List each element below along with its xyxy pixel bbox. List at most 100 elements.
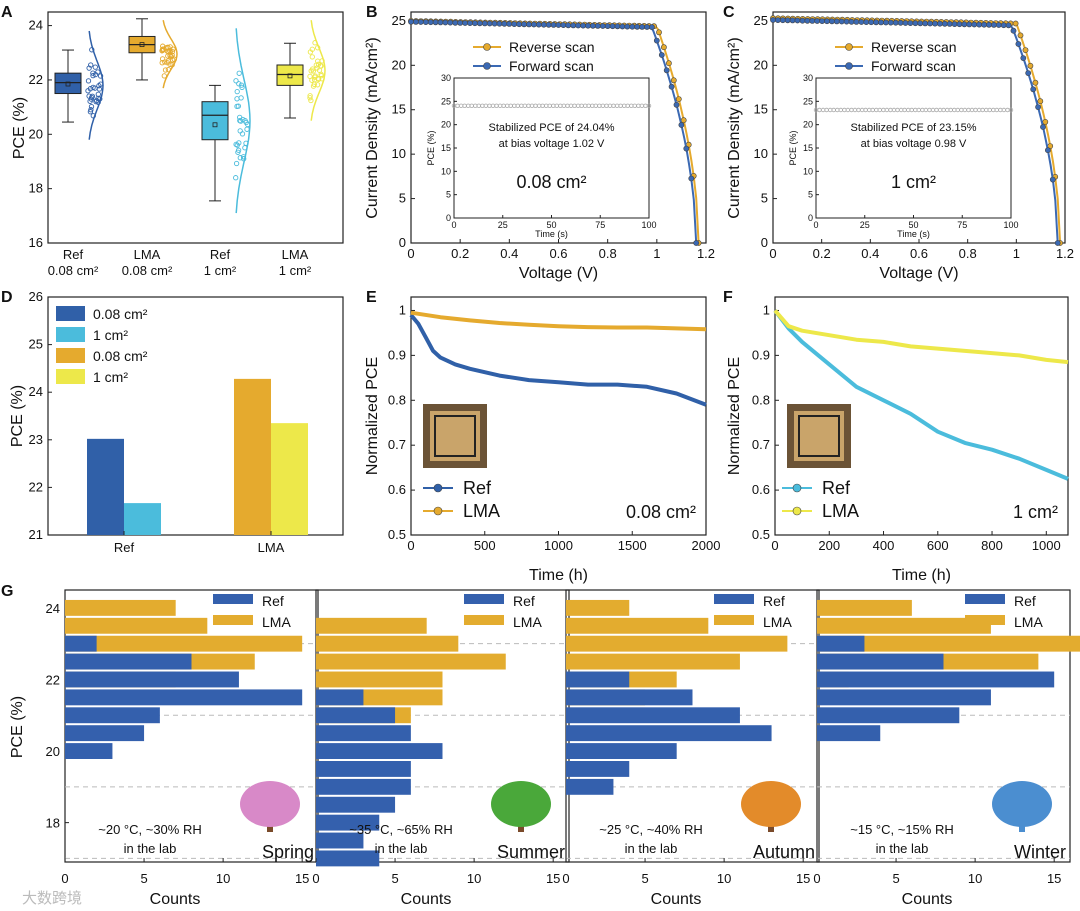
legend-label: Forward scan bbox=[509, 58, 594, 74]
jv-marker bbox=[1042, 119, 1049, 125]
jv-marker bbox=[496, 20, 503, 27]
data-point bbox=[236, 70, 242, 76]
legend-marker bbox=[845, 43, 853, 51]
jv-marker bbox=[575, 22, 582, 29]
legend-marker bbox=[792, 506, 802, 516]
x-tick-label: 0.4 bbox=[861, 246, 879, 261]
data-point bbox=[309, 77, 315, 83]
jv-marker bbox=[675, 96, 682, 102]
season-name: Autumn bbox=[753, 842, 815, 862]
data-point bbox=[90, 113, 96, 119]
inset-x-tick-label: 100 bbox=[1003, 220, 1018, 230]
x-tick-label: 1 bbox=[653, 246, 660, 261]
data-point bbox=[239, 84, 245, 91]
y-tick-label: 0.8 bbox=[388, 392, 406, 407]
area-note: 0.08 cm² bbox=[626, 502, 696, 522]
jv-marker bbox=[1027, 62, 1034, 69]
bar bbox=[87, 438, 124, 535]
x-axis-label: Time (h) bbox=[892, 567, 951, 584]
legend-marker bbox=[433, 483, 443, 493]
data-point bbox=[310, 83, 317, 89]
data-point bbox=[164, 48, 171, 54]
season-place: in the lab bbox=[876, 841, 929, 856]
panel-label-g: G bbox=[1, 583, 13, 600]
jv-marker bbox=[545, 21, 552, 28]
x-tick-label: 500 bbox=[474, 538, 496, 553]
jv-marker bbox=[540, 21, 547, 28]
data-point bbox=[92, 64, 98, 70]
inset-pce-point bbox=[646, 103, 652, 108]
jv-marker bbox=[511, 21, 518, 27]
jv-marker bbox=[531, 21, 537, 28]
jv-marker bbox=[653, 37, 660, 44]
data-point bbox=[235, 147, 242, 153]
ref-bar bbox=[316, 725, 411, 742]
data-point bbox=[169, 62, 175, 68]
jv-marker bbox=[897, 19, 904, 26]
jv-marker bbox=[809, 17, 816, 24]
data-point bbox=[309, 54, 315, 60]
ref-bar bbox=[316, 689, 364, 706]
y-tick-label: 0.5 bbox=[388, 527, 406, 542]
y-tick-label: 25 bbox=[754, 13, 768, 28]
jv-marker bbox=[946, 20, 953, 27]
jv-marker bbox=[941, 20, 948, 27]
jv-marker bbox=[863, 19, 870, 25]
y-tick-label: 21 bbox=[29, 527, 43, 542]
ref-bar bbox=[65, 743, 113, 759]
panel-d-frame bbox=[47, 296, 344, 536]
data-point bbox=[318, 71, 324, 78]
data-point bbox=[88, 103, 95, 110]
lma-bar bbox=[316, 635, 459, 652]
ref-bar bbox=[566, 689, 693, 706]
data-point bbox=[90, 72, 96, 79]
data-point bbox=[239, 131, 246, 137]
data-point bbox=[85, 78, 92, 84]
legend-label: 0.08 cm² bbox=[93, 306, 148, 322]
jv-marker bbox=[634, 23, 641, 30]
data-point bbox=[307, 95, 313, 101]
jv-marker bbox=[535, 21, 542, 28]
x-tick-label: 10 bbox=[216, 871, 230, 886]
jv-marker bbox=[887, 19, 894, 26]
ref-bar bbox=[316, 707, 396, 724]
jv-marker bbox=[417, 19, 424, 25]
inset-y-tick-label: 10 bbox=[803, 166, 813, 176]
tree-icon bbox=[491, 781, 551, 827]
x-axis-label: Counts bbox=[150, 891, 201, 908]
legend-label: Ref bbox=[262, 593, 284, 609]
x-axis-label: Counts bbox=[902, 891, 953, 908]
lma-bar bbox=[817, 599, 912, 616]
data-point bbox=[159, 48, 165, 54]
x-tick-label: 0 bbox=[771, 538, 778, 553]
panel-a-frame bbox=[47, 11, 344, 244]
inset-area-label: 1 cm² bbox=[891, 172, 936, 192]
ref-bar bbox=[316, 832, 364, 849]
jv-marker bbox=[481, 20, 488, 27]
jv-marker bbox=[442, 19, 449, 26]
data-point bbox=[89, 47, 95, 53]
jv-marker bbox=[526, 21, 532, 28]
inset-frame bbox=[453, 77, 650, 219]
data-point bbox=[307, 49, 314, 55]
jv-marker bbox=[644, 24, 650, 30]
jv-marker bbox=[843, 18, 850, 25]
y-tick-label: 23 bbox=[29, 432, 43, 447]
ref-bar bbox=[65, 725, 145, 742]
legend-marker bbox=[483, 62, 491, 70]
panel-stab-frame bbox=[774, 296, 1069, 536]
jv-marker bbox=[486, 20, 493, 27]
data-point bbox=[309, 66, 316, 72]
legend-marker bbox=[845, 62, 853, 70]
jv-marker bbox=[590, 22, 596, 29]
legend-swatch bbox=[56, 306, 85, 321]
jv-marker bbox=[1015, 41, 1022, 47]
y-tick-label: 0.9 bbox=[388, 347, 406, 362]
y-tick-label: 20 bbox=[29, 126, 43, 141]
legend-label: LMA bbox=[1014, 614, 1043, 630]
inset-x-tick-label: 75 bbox=[957, 220, 967, 230]
bar bbox=[271, 423, 308, 535]
jv-marker bbox=[604, 23, 611, 29]
jv-marker bbox=[981, 21, 987, 28]
